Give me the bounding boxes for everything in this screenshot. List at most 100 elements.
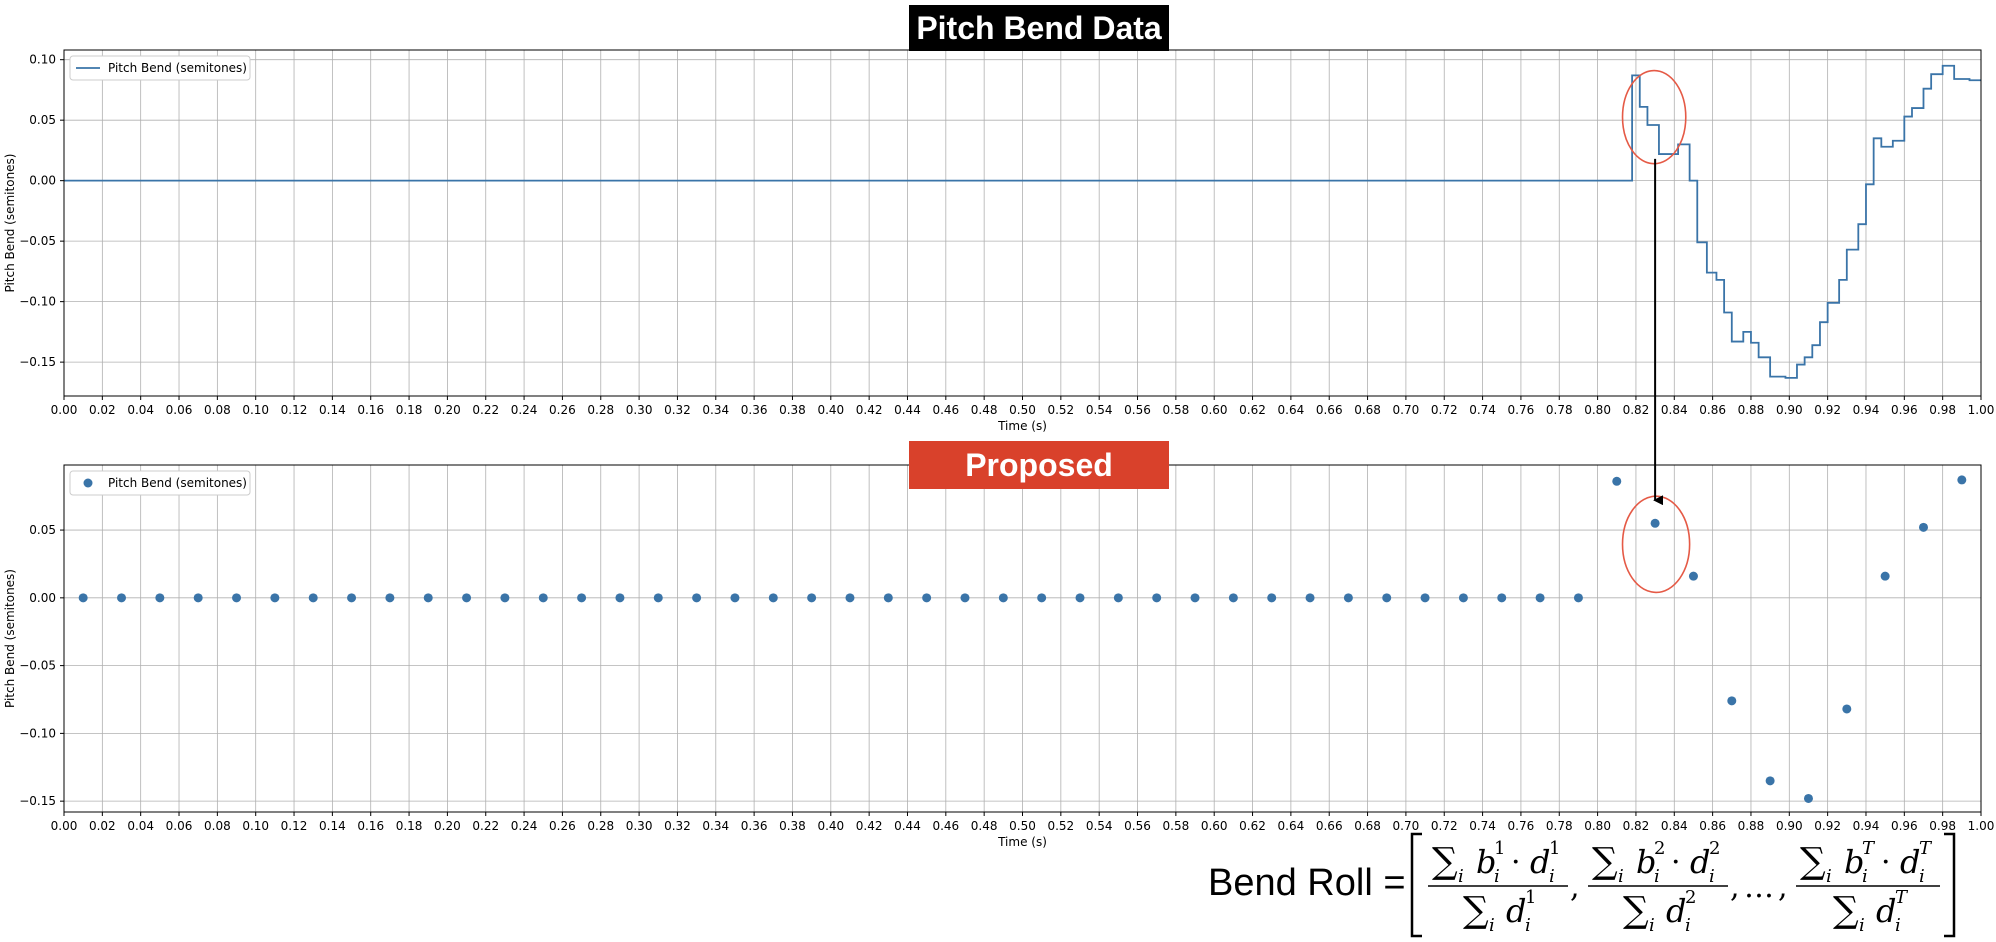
scatter-point <box>1765 776 1775 786</box>
x-tick-label: 0.20 <box>434 819 461 833</box>
scatter-point <box>1228 593 1238 603</box>
x-tick-label: 0.98 <box>1929 403 1956 417</box>
top-legend-box <box>69 55 251 81</box>
x-tick-label: 0.06 <box>166 819 193 833</box>
x-tick-label: 0.64 <box>1278 403 1305 417</box>
x-tick-label: 0.62 <box>1239 403 1266 417</box>
x-tick-label: 0.64 <box>1278 819 1305 833</box>
bottom-series <box>78 475 1967 803</box>
fracT-num-dot: · <box>1881 845 1891 880</box>
frac2-num-d-sub: i <box>1709 866 1715 887</box>
scatter-point <box>1688 571 1698 581</box>
frac1-den-d-sub: i <box>1525 915 1531 936</box>
x-tick-label: 0.52 <box>1047 819 1074 833</box>
formula-comma-2: , <box>1730 870 1740 905</box>
scatter-point <box>1573 593 1583 603</box>
bottom-x-ticks: 0.00 0.02 0.04 0.06 0.08 0.10 0.12 0.14 0.16 0.18… <box>51 812 1994 833</box>
x-tick-label: 0.40 <box>817 819 844 833</box>
x-tick-label: 0.66 <box>1316 403 1343 417</box>
scatter-point <box>1650 518 1660 528</box>
x-tick-label: 0.06 <box>166 403 193 417</box>
top-legend: Pitch Bend (semitones) <box>69 55 251 81</box>
x-tick-label: 0.60 <box>1201 403 1228 417</box>
top-grid <box>63 50 1982 396</box>
bottom-title-background <box>909 441 1169 489</box>
top-y-ticks: 0.10 0.05 0.00 −0.05 −0.10 −0.15 <box>19 53 64 369</box>
frac1-den-d-sup: 1 <box>1525 887 1536 908</box>
fracT-num-d-sub: i <box>1919 866 1925 887</box>
x-tick-label: 0.24 <box>511 819 538 833</box>
x-tick-label: 0.48 <box>971 403 998 417</box>
x-tick-label: 0.50 <box>1009 403 1036 417</box>
x-tick-label: 0.70 <box>1393 403 1420 417</box>
y-tick-label: 0.10 <box>29 53 56 67</box>
scatter-point <box>1305 593 1315 603</box>
frac2-den-index: i <box>1649 915 1655 936</box>
x-tick-label: 0.14 <box>319 403 346 417</box>
scatter-point <box>845 593 855 603</box>
scatter-point <box>1458 593 1468 603</box>
x-tick-label: 0.68 <box>1354 819 1381 833</box>
x-tick-label: 0.08 <box>204 819 231 833</box>
x-tick-label: 0.38 <box>779 403 806 417</box>
formula-fraction-2: ∑ i b 2 i · d 2 i ∑ i d 2 i <box>1588 838 1728 936</box>
x-tick-label: 0.18 <box>396 819 423 833</box>
x-tick-label: 0.28 <box>587 403 614 417</box>
x-tick-label: 0.54 <box>1086 819 1113 833</box>
scatter-point <box>1803 793 1813 803</box>
x-tick-label: 0.02 <box>89 819 116 833</box>
frac1-den-sum: ∑ <box>1463 890 1489 931</box>
bottom-grid <box>63 465 1982 812</box>
x-tick-label: 0.74 <box>1469 819 1496 833</box>
frac1-num-d: d <box>1530 843 1550 881</box>
frac2-num-b: b <box>1636 843 1656 881</box>
scatter-point <box>692 593 702 603</box>
scatter-point <box>922 593 932 603</box>
formula-lhs: Bend Roll = <box>1208 862 1406 904</box>
frac1-num-b-sup: 1 <box>1494 838 1505 859</box>
scatter-point <box>1727 696 1737 706</box>
x-tick-label: 0.00 <box>51 403 78 417</box>
scatter-point <box>1343 593 1353 603</box>
y-tick-label: −0.10 <box>19 726 56 740</box>
x-tick-label: 0.56 <box>1124 819 1151 833</box>
formula-right-bracket <box>1944 832 1956 938</box>
x-tick-label: 0.46 <box>932 403 959 417</box>
top-y-axis-label: Pitch Bend (semitones) <box>3 154 17 293</box>
x-tick-label: 0.00 <box>51 819 78 833</box>
pitch-bend-step-line <box>64 64 1981 379</box>
frac2-num-d-sup: 2 <box>1709 838 1720 859</box>
frac2-den-d: d <box>1666 892 1686 930</box>
x-tick-label: 0.22 <box>472 403 499 417</box>
fracT-num-d-sup: T <box>1919 838 1933 859</box>
x-tick-label: 0.86 <box>1699 819 1726 833</box>
y-tick-label: 0.05 <box>29 113 56 127</box>
scatter-point <box>998 593 1008 603</box>
scatter-point <box>462 593 472 603</box>
x-tick-label: 0.10 <box>242 403 269 417</box>
bottom-legend-dot-swatch <box>83 478 93 488</box>
x-tick-label: 0.54 <box>1086 403 1113 417</box>
scatter-point <box>1152 593 1162 603</box>
scatter-point <box>1267 593 1277 603</box>
bend-roll-formula: Bend Roll = ∑ i b 1 i · d 1 i ∑ i d 1 i … <box>1208 832 1956 938</box>
x-tick-label: 0.56 <box>1124 403 1151 417</box>
x-tick-label: 0.04 <box>127 819 154 833</box>
top-x-ticks: 0.00 0.02 0.04 0.06 0.08 0.10 0.12 0.14 0.16 0.18… <box>51 396 1994 417</box>
scatter-point <box>768 593 778 603</box>
frac2-num-dot: · <box>1671 845 1681 880</box>
scatter-point <box>615 593 625 603</box>
x-tick-label: 0.42 <box>856 403 883 417</box>
scatter-point <box>500 593 510 603</box>
x-tick-label: 0.82 <box>1623 403 1650 417</box>
frac2-den-sum: ∑ <box>1623 890 1649 931</box>
scatter-point <box>653 593 663 603</box>
fracT-den-d: d <box>1876 892 1896 930</box>
scatter-point <box>577 593 587 603</box>
x-tick-label: 0.16 <box>357 403 384 417</box>
scatter-point <box>1113 593 1123 603</box>
top-chart: 0.00 0.02 0.04 0.06 0.08 0.10 0.12 0.14 0.16 0.18… <box>3 5 1994 433</box>
x-tick-label: 0.50 <box>1009 819 1036 833</box>
top-series <box>64 64 1981 379</box>
x-tick-label: 0.08 <box>204 403 231 417</box>
